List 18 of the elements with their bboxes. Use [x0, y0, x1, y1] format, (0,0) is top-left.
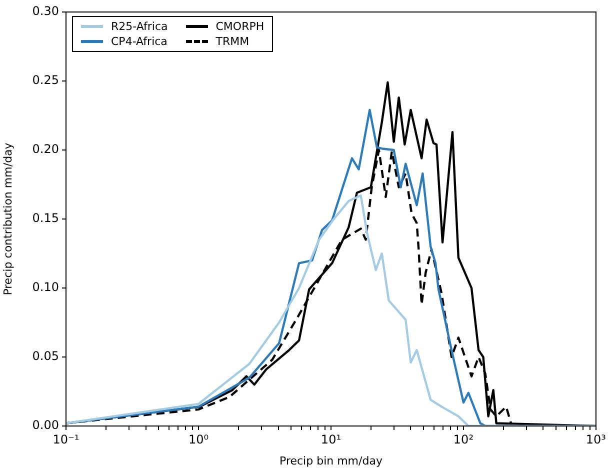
x-tick-label: 10³ — [586, 432, 606, 446]
x-tick-label: 10² — [453, 432, 474, 446]
x-axis-title: Precip bin mm/day — [280, 454, 383, 468]
x-tick-label: 10⁻¹ — [52, 432, 80, 446]
y-tick-label: 0.30 — [32, 4, 59, 18]
y-tick-label: 0.10 — [32, 280, 59, 294]
legend-label: CMORPH — [216, 20, 264, 33]
y-tick-label: 0.15 — [32, 211, 59, 226]
legend-label: TRMM — [216, 35, 250, 48]
y-axis-title: Precip contribution mm/day — [1, 142, 14, 296]
y-tick-label: 0.05 — [32, 349, 59, 364]
y-tick-label: 0.20 — [32, 142, 59, 156]
x-tick-label: 10⁰ — [188, 432, 209, 446]
y-tick-label: 0.00 — [32, 418, 59, 432]
x-tick-label: 10¹ — [320, 432, 342, 446]
legend-label: CP4-Africa — [111, 35, 168, 48]
y-tick-label: 0.25 — [32, 73, 59, 88]
legend-label: R25-Africa — [111, 20, 168, 33]
